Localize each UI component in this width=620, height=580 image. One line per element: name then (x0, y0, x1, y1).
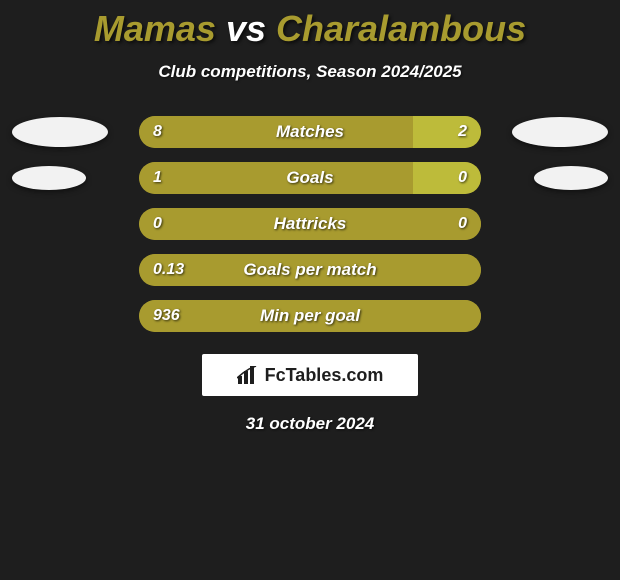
player1-avatar (12, 117, 108, 147)
stat-bar: 10Goals (139, 162, 481, 194)
stat-row: 10Goals (0, 162, 620, 194)
stat-rows: 82Matches 10Goals 00Hattricks 0.13Goals per… (0, 116, 620, 332)
stat-row: 0.13Goals per match (0, 254, 620, 286)
stat-row: 82Matches (0, 116, 620, 148)
snapshot-date: 31 october 2024 (0, 414, 620, 434)
stat-row: 936Min per goal (0, 300, 620, 332)
player1-avatar (12, 166, 86, 190)
competition-subtitle: Club competitions, Season 2024/2025 (0, 62, 620, 82)
stat-bar: 936Min per goal (139, 300, 481, 332)
stat-label: Goals per match (139, 254, 481, 286)
stat-label: Hattricks (139, 208, 481, 240)
stat-bar: 82Matches (139, 116, 481, 148)
stat-label: Goals (139, 162, 481, 194)
stat-label: Matches (139, 116, 481, 148)
source-badge-text: FcTables.com (265, 365, 384, 386)
source-badge: FcTables.com (202, 354, 418, 396)
player2-avatar (512, 117, 608, 147)
player2-name: Charalambous (276, 8, 526, 49)
bar-chart-icon (237, 366, 259, 384)
player2-avatar (534, 166, 608, 190)
stat-bar: 0.13Goals per match (139, 254, 481, 286)
stat-row: 00Hattricks (0, 208, 620, 240)
comparison-title: Mamas vs Charalambous (0, 0, 620, 50)
stat-bar: 00Hattricks (139, 208, 481, 240)
vs-label: vs (226, 8, 266, 49)
player1-name: Mamas (94, 8, 216, 49)
stat-label: Min per goal (139, 300, 481, 332)
